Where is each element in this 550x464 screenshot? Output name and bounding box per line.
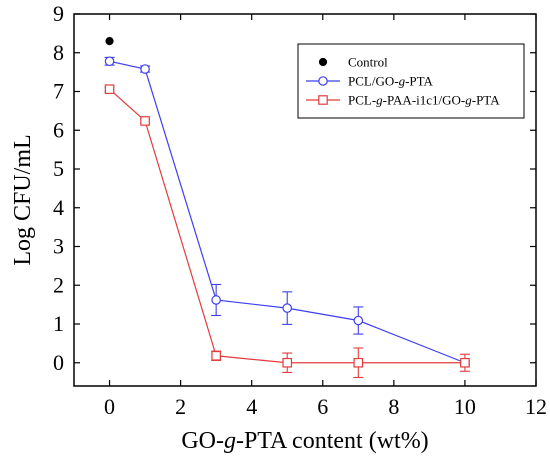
series-line: [109, 60, 466, 364]
legend-label: Control: [348, 55, 388, 70]
legend-label: PCL/GO-g-PTA: [348, 74, 434, 89]
x-tick-label: 6: [317, 394, 328, 419]
plot-content: [104, 37, 470, 379]
x-tick-label: 8: [388, 394, 399, 419]
legend-marker: [318, 57, 328, 67]
legend-marker: [318, 95, 328, 105]
data-point: [140, 116, 150, 126]
y-tick-label: 4: [53, 195, 64, 220]
x-tick-label: 4: [246, 394, 257, 419]
y-tick-label: 8: [53, 40, 64, 65]
legend-entry: Control: [318, 55, 388, 70]
x-tick-label: 2: [175, 394, 186, 419]
y-tick-label: 2: [53, 272, 64, 297]
series: [105, 37, 114, 46]
legend: Control PCL/GO-g-PTA PCL-g-PAA-i1c1/GO-g-P…: [297, 43, 525, 119]
data-point: [353, 315, 364, 326]
data-point: [353, 357, 364, 368]
data-point: [104, 56, 115, 67]
data-point: [140, 64, 150, 74]
x-tick-label: 0: [104, 394, 115, 419]
series: [104, 84, 470, 379]
data-point: [105, 37, 114, 46]
y-axis-label: Log CFU/mL: [10, 134, 36, 265]
y-tick-label: 5: [53, 156, 64, 181]
data-point: [211, 350, 221, 361]
data-point: [211, 295, 221, 305]
y-tick-label: 1: [53, 311, 64, 336]
data-point: [104, 84, 115, 94]
y-tick-label: 0: [53, 350, 64, 375]
y-tick-label: 9: [53, 1, 64, 26]
y-tick-label: 6: [53, 117, 64, 142]
y-tick-label: 7: [53, 79, 64, 104]
x-tick-label: 10: [454, 394, 476, 419]
legend-entry: PCL/GO-g-PTA: [306, 74, 434, 89]
data-point: [460, 357, 470, 368]
y-tick-label: 3: [53, 234, 64, 259]
legend-label: PCL-g-PAA-i1c1/GO-g-PTA: [348, 93, 500, 108]
data-point: [282, 357, 293, 368]
series-line: [109, 88, 465, 364]
legend-entry: PCL-g-PAA-i1c1/GO-g-PTA: [306, 93, 500, 108]
data-point: [282, 303, 293, 313]
plot-frame: [73, 13, 537, 387]
x-tick-label: 12: [525, 394, 547, 419]
legend-marker: [318, 76, 328, 86]
x-axis-label: GO-g-PTA content (wt%): [181, 428, 428, 454]
